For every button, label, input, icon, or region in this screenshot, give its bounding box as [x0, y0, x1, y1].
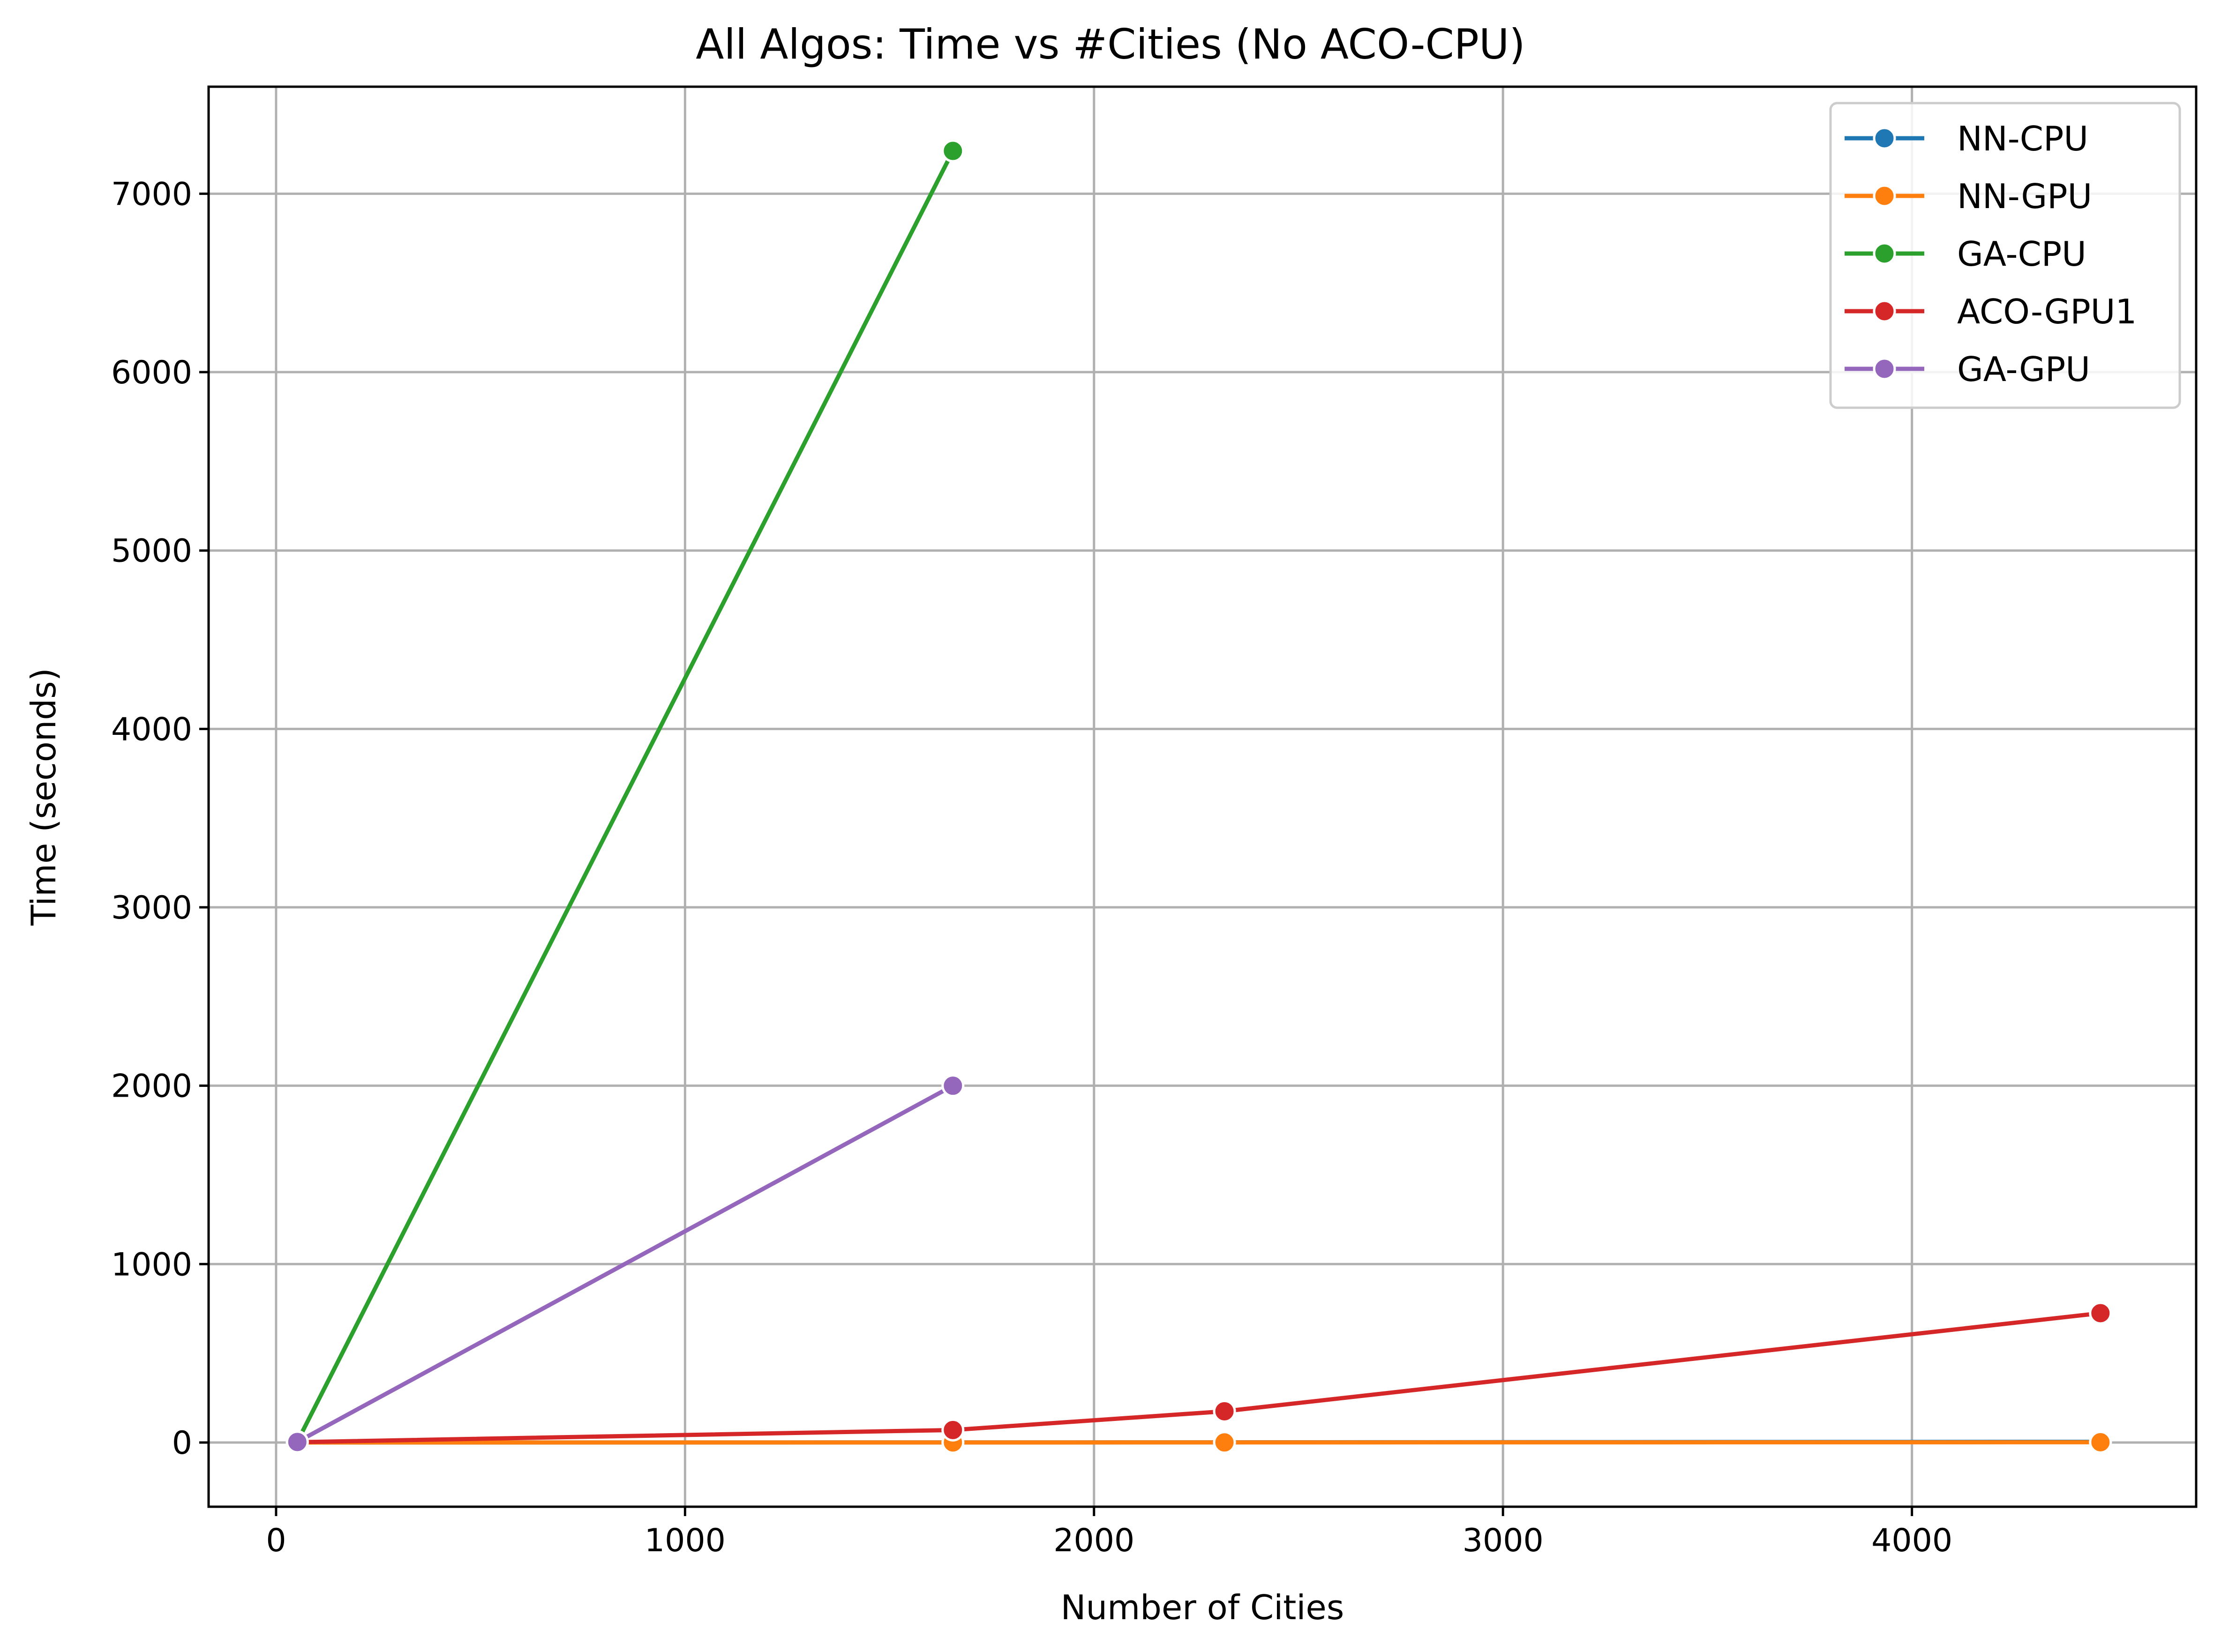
legend-swatch-marker — [1873, 242, 1896, 265]
x-axis-label: Number of Cities — [1061, 1588, 1344, 1627]
y-tick-label: 7000 — [111, 176, 192, 213]
legend-label: NN-CPU — [1957, 119, 2088, 158]
x-tick-label: 4000 — [1871, 1522, 1952, 1559]
series-line-aco-gpu1 — [295, 1311, 2103, 1444]
series-ga-gpu — [285, 1074, 965, 1454]
y-tick-label: 2000 — [111, 1068, 192, 1105]
legend: NN-CPU NN-GPU GA-CPU ACO-GPU1 GA-GPU — [1829, 102, 2181, 409]
data-point-nn-gpu — [1213, 1431, 1236, 1454]
data-point-aco-gpu1 — [2089, 1301, 2112, 1325]
data-point-aco-gpu1 — [941, 1418, 965, 1442]
y-tick-label: 1000 — [111, 1246, 192, 1283]
legend-item-aco-gpu1: ACO-GPU1 — [1845, 292, 2137, 331]
y-tick-label: 4000 — [111, 711, 192, 748]
series-layer — [285, 139, 2112, 1454]
y-tick-label: 0 — [172, 1425, 192, 1462]
series-line-ga-gpu — [295, 1084, 955, 1444]
chart-title: All Algos: Time vs #Cities (No ACO-CPU) — [696, 20, 1525, 68]
legend-item-ga-cpu: GA-CPU — [1845, 234, 2086, 274]
y-tick-label: 6000 — [111, 354, 192, 391]
legend-item-nn-gpu: NN-GPU — [1845, 177, 2092, 216]
series-line-ga-cpu — [295, 149, 955, 1444]
x-tick-label: 2000 — [1053, 1522, 1134, 1559]
data-point-nn-gpu — [2089, 1430, 2112, 1454]
legend-swatch-marker — [1873, 127, 1896, 150]
legend-label: NN-GPU — [1957, 177, 2092, 216]
x-tick-label: 3000 — [1463, 1522, 1544, 1559]
legend-swatch-marker — [1873, 357, 1896, 381]
y-axis-label: Time (seconds) — [24, 668, 63, 926]
axis-ticks: 0 1000 2000 3000 4000 0 1000 2000 3000 4000 5000 60… — [111, 176, 1952, 1559]
legend-swatch-marker — [1873, 184, 1896, 208]
y-tick-label: 5000 — [111, 533, 192, 570]
x-tick-label: 0 — [266, 1522, 286, 1559]
grid-lines — [209, 87, 2196, 1507]
legend-swatch-marker — [1873, 299, 1896, 323]
data-point-ga-gpu — [941, 1074, 965, 1098]
x-tick-label: 1000 — [645, 1522, 726, 1559]
data-point-ga-gpu — [285, 1430, 309, 1454]
legend-label: ACO-GPU1 — [1957, 292, 2137, 331]
legend-label: GA-CPU — [1957, 234, 2086, 274]
series-line-nn-gpu — [295, 1440, 2103, 1445]
data-point-ga-cpu — [941, 139, 965, 163]
plot-frame — [207, 85, 2198, 1508]
y-tick-label: 3000 — [111, 890, 192, 927]
legend-label: GA-GPU — [1957, 350, 2090, 389]
legend-item-ga-gpu: GA-GPU — [1845, 350, 2090, 389]
legend-item-nn-cpu: NN-CPU — [1845, 119, 2088, 158]
legend-box — [1829, 102, 2181, 409]
data-point-aco-gpu1 — [1213, 1399, 1236, 1423]
